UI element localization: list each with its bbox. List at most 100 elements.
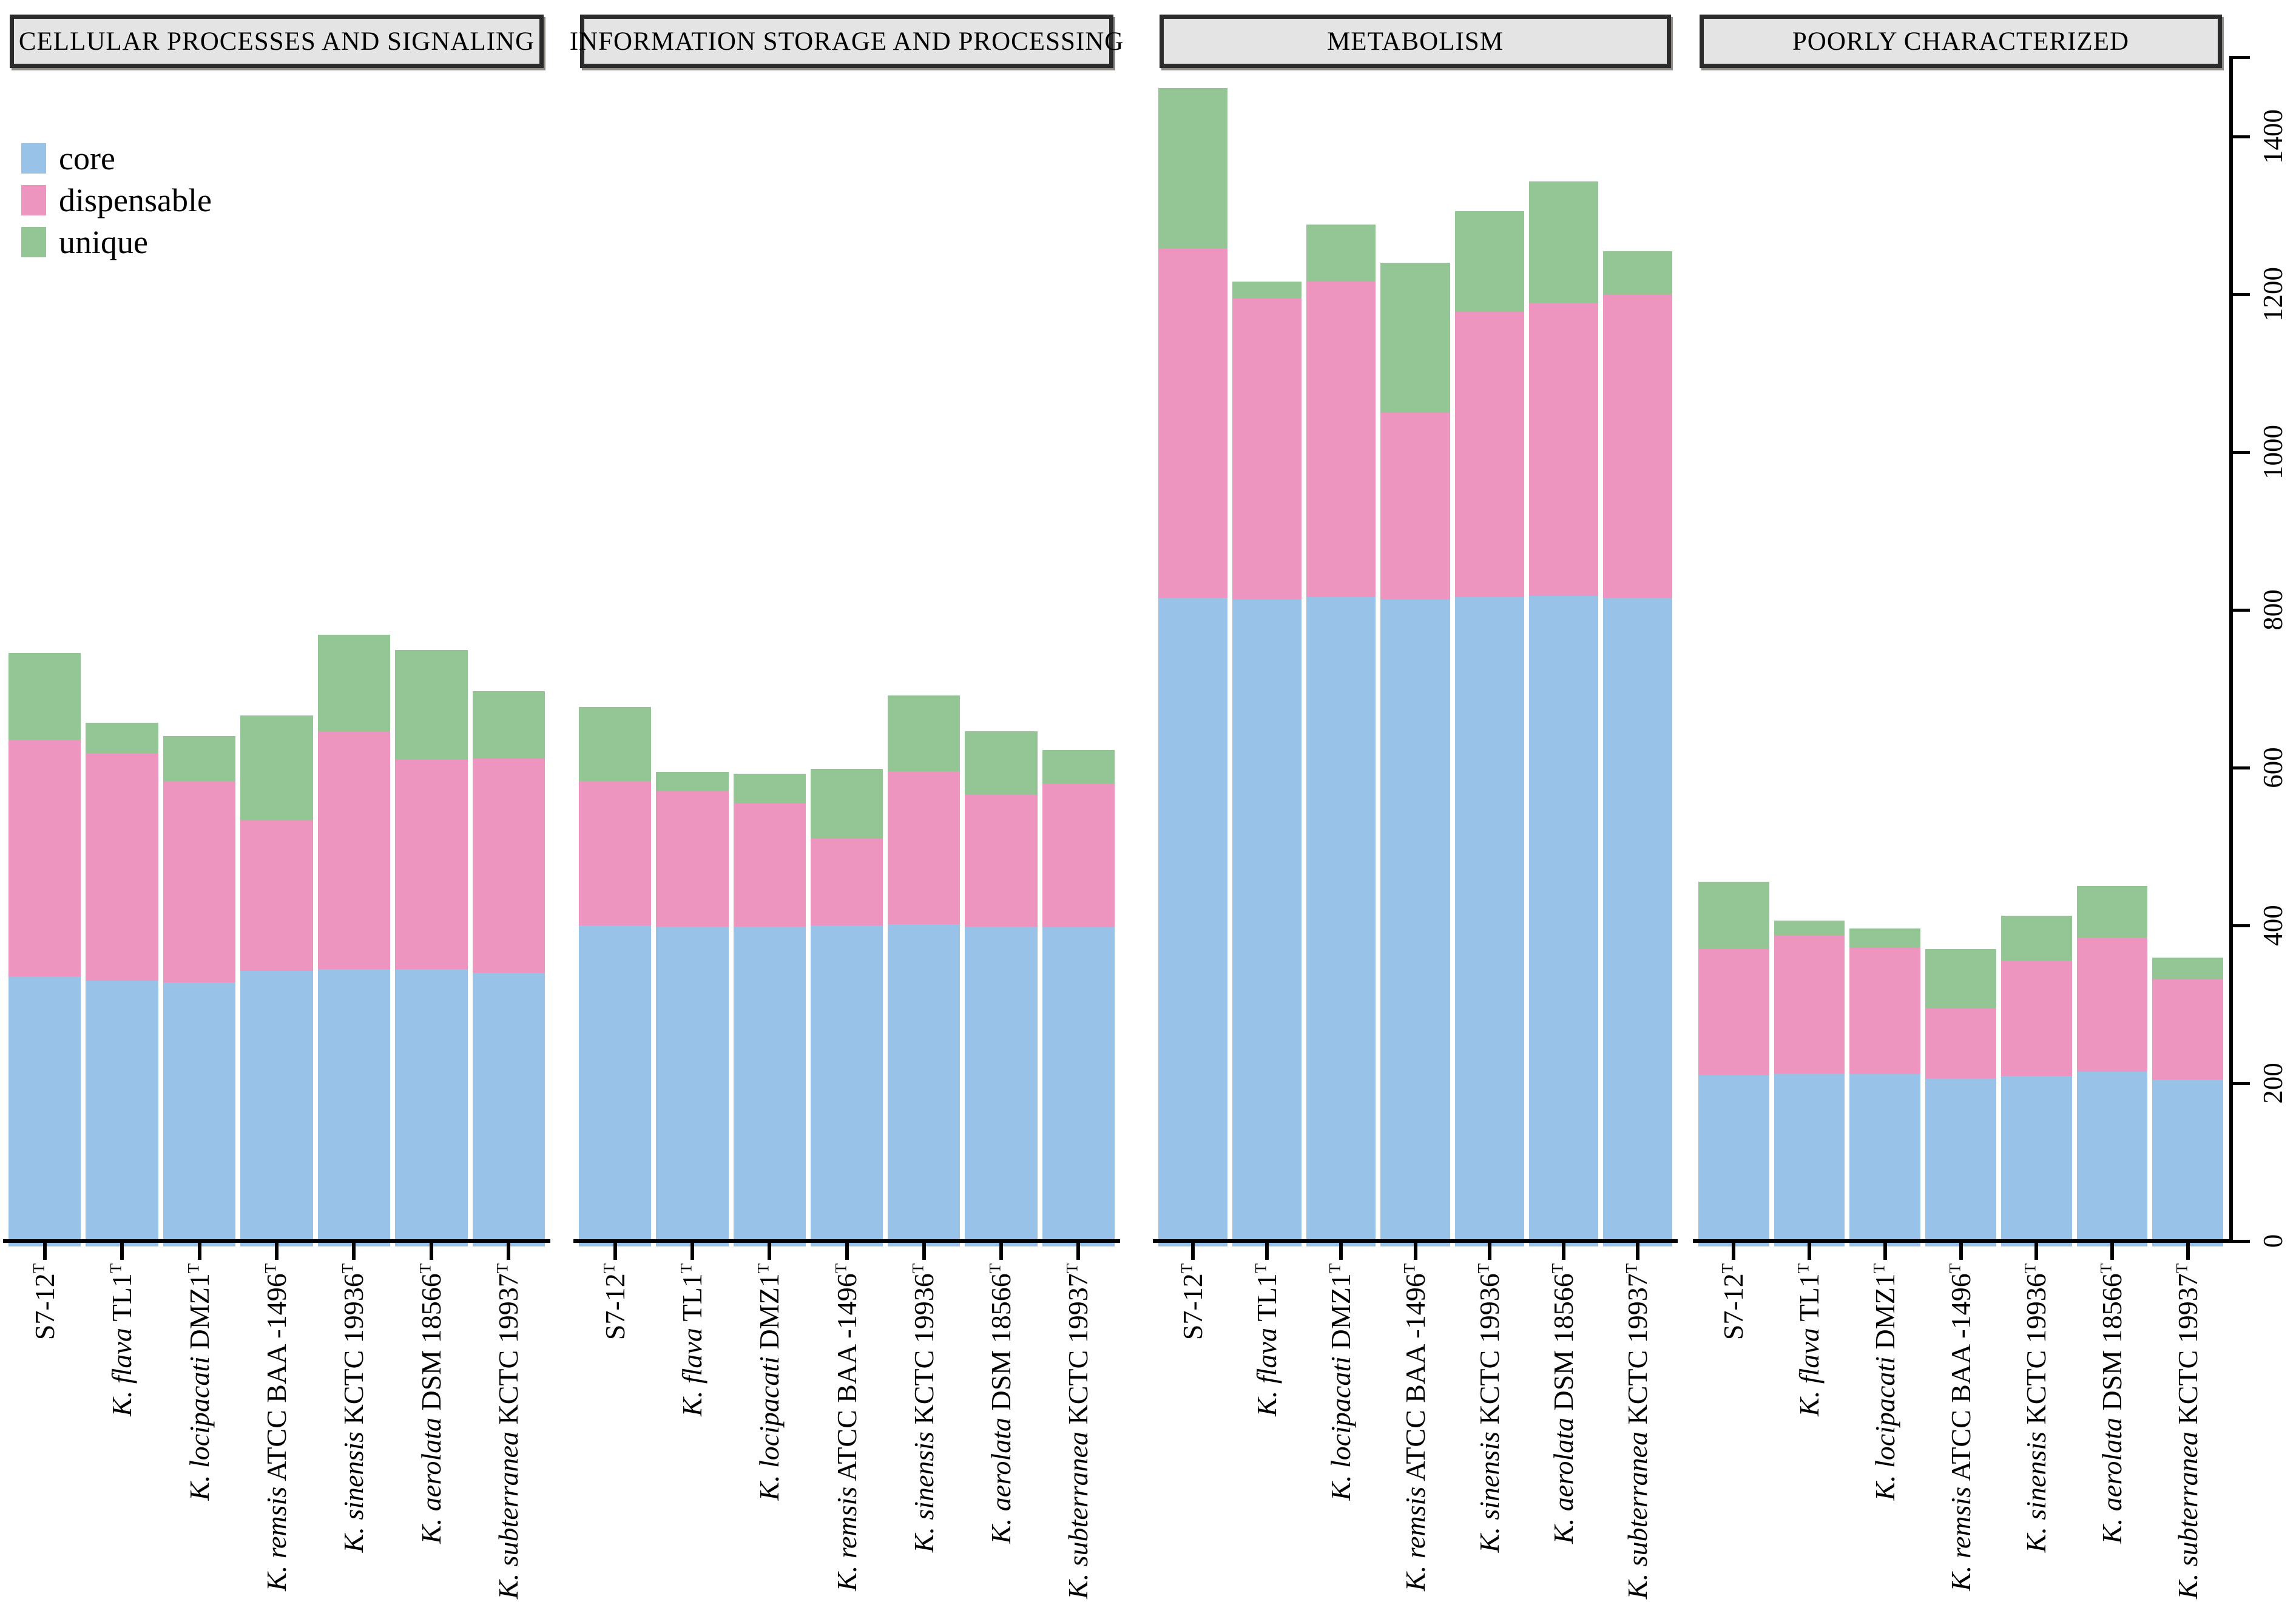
y-tick-label-text: 200 [2258, 1063, 2288, 1104]
x-tick [613, 1243, 617, 1260]
bar [965, 731, 1038, 1246]
x-tick [429, 1243, 433, 1260]
y-tick-label-text: 800 [2258, 589, 2288, 631]
bar-segment-core [2076, 1072, 2148, 1246]
bar-segment-dispensable [1774, 935, 1845, 1074]
x-axis-line [1693, 1239, 2233, 1243]
bar-segment-unique [1774, 920, 1845, 936]
bar [810, 769, 883, 1246]
bar-segment-unique [2001, 916, 2072, 961]
bar-segment-dispensable [733, 803, 806, 927]
bar-segment-unique [1528, 181, 1598, 303]
bar-segment-unique [1232, 281, 1302, 299]
bar-segment-dispensable [1454, 312, 1524, 597]
x-tick [2110, 1243, 2114, 1260]
x-tick [1635, 1243, 1639, 1260]
bar-segment-dispensable [656, 791, 729, 927]
panel-title-box: METABOLISM [1160, 15, 1671, 68]
bar-segment-unique [86, 722, 158, 754]
bar [1925, 949, 1996, 1246]
y-tick-label: 1400 [2257, 109, 2296, 168]
bar-segment-unique [472, 691, 545, 759]
x-tick [507, 1243, 511, 1260]
x-tick [1561, 1243, 1565, 1260]
panel-title: POORLY CHARACTERIZED [1792, 27, 2130, 56]
bar [1232, 281, 1302, 1246]
bar-segment-core [2152, 1080, 2223, 1246]
bar-segment-dispensable [1042, 783, 1115, 928]
bar-segment-dispensable [965, 794, 1038, 927]
legend: core dispensable unique [21, 142, 212, 259]
legend-label: core [59, 140, 115, 177]
bar-segment-unique [163, 735, 236, 781]
bar-segment-core [2001, 1075, 2072, 1246]
bar [1042, 750, 1115, 1246]
x-tick [999, 1243, 1004, 1260]
y-tick-label: 800 [2257, 589, 2296, 641]
bar-segment-core [472, 972, 545, 1246]
x-axis-label: S7-12T [1177, 1263, 1253, 1340]
bar-segment-core [1925, 1078, 1996, 1246]
x-axis-label-text: K. locipacati DMZ1T [1869, 1263, 1900, 1501]
bar-segment-dispensable [163, 780, 236, 983]
bar-segment-unique [1380, 262, 1450, 413]
x-tick [120, 1243, 124, 1260]
x-axis-label-text: K. aerolata DSM 18566T [415, 1263, 447, 1544]
x-tick [1413, 1243, 1417, 1260]
x-axis-label-text: K. flava TL1T [1251, 1263, 1283, 1416]
bar-segment-core [1454, 597, 1524, 1246]
x-axis-label-text: K. aerolata DSM 18566T [2096, 1263, 2127, 1544]
x-axis-label-text: K. sinensis KCTC 19936T [1473, 1263, 1505, 1553]
x-tick [275, 1243, 279, 1260]
bar [240, 715, 313, 1246]
x-tick [1076, 1243, 1081, 1260]
bar-segment-dispensable [2076, 938, 2148, 1072]
legend-swatch-unique [21, 227, 46, 257]
bar-segment-core [656, 927, 729, 1246]
x-axis-label-text: S7-12T [29, 1263, 60, 1341]
x-axis-label-text: K. remsis ATCC BAA -1496T [1399, 1263, 1431, 1591]
x-axis-label-text: K. sinensis KCTC 19936T [908, 1263, 939, 1553]
bar-segment-unique [317, 635, 391, 731]
bar [163, 735, 236, 1246]
y-tick-label-text: 1000 [2258, 425, 2288, 479]
x-axis-label-text: K. subterranea KCTC 19937T [1062, 1263, 1094, 1599]
bar-segment-unique [1698, 882, 1769, 949]
panel-title-box: INFORMATION STORAGE AND PROCESSING [570, 15, 1123, 68]
y-tick-label-text: 0 [2258, 1234, 2288, 1248]
bar-segment-core [240, 970, 313, 1246]
x-axis-label: S7-12T [29, 1263, 105, 1340]
bar-segment-unique [2076, 885, 2148, 938]
bar-segment-dispensable [888, 771, 961, 925]
legend-label: unique [59, 224, 148, 260]
bar-segment-unique [1454, 211, 1524, 313]
x-tick [352, 1243, 356, 1260]
legend-item-unique: unique [21, 226, 212, 259]
x-axis-label-text: K. subterranea KCTC 19937T [493, 1263, 524, 1599]
x-tick [1808, 1243, 1812, 1260]
bar-segment-unique [579, 706, 652, 781]
y-tick-label-text: 1200 [2258, 267, 2288, 322]
bar [2076, 885, 2148, 1246]
x-axis-label-text: K. remsis ATCC BAA -1496T [831, 1263, 862, 1591]
x-axis-label-text: K. locipacati DMZ1T [1325, 1263, 1357, 1501]
bar-segment-dispensable [1849, 948, 1921, 1075]
bar-segment-unique [1306, 225, 1376, 282]
y-tick-label-text: 400 [2258, 905, 2288, 946]
bar-segment-unique [1849, 928, 1921, 949]
y-tick [2233, 608, 2250, 612]
y-tick-label-text: 1400 [2258, 109, 2288, 164]
x-axis-label-text: K. flava TL1T [1794, 1263, 1825, 1416]
bar-segment-core [8, 976, 81, 1246]
bar-segment-core [1042, 927, 1115, 1246]
bar [733, 774, 806, 1246]
legend-swatch-core [21, 143, 46, 174]
bar [1380, 262, 1450, 1246]
x-axis-line [573, 1239, 1120, 1243]
bar-segment-unique [888, 695, 961, 772]
bar-segment-unique [1158, 88, 1228, 249]
bar-segment-core [1158, 598, 1228, 1246]
x-tick [197, 1243, 201, 1260]
x-tick [1339, 1243, 1343, 1260]
